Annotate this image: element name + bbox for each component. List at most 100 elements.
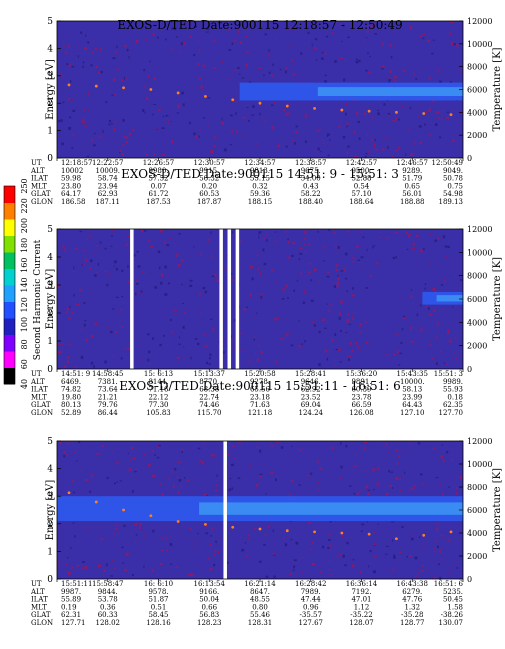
heatmap-noise-cell [268,49,270,52]
ephemeris-cell: 9989. [443,378,463,386]
ephemeris-cell: 7381. [98,378,118,386]
heatmap-noise-cell [94,132,96,135]
ephemeris-cell: 188.64 [349,198,374,206]
heatmap-noise-cell [86,155,90,157]
heatmap-noise-cell [391,487,394,489]
heatmap-noise-cell [420,249,423,253]
heatmap-noise-cell [66,310,68,314]
ephemeris-cell: 62.92 [301,386,321,394]
heatmap-noise-cell [393,353,396,356]
heatmap-noise-cell [207,124,209,127]
temperature-point [122,508,125,512]
ephemeris-cell: 12:30:57 [194,159,225,167]
heatmap-noise-cell [121,546,124,549]
heatmap-noise-cell [162,115,165,118]
heatmap-noise-cell [395,448,398,452]
heatmap-noise-cell [114,121,117,123]
temperature-point [422,533,426,537]
ephemeris-row-label: UT [31,580,42,588]
heatmap-noise-cell [157,445,160,448]
temperature-point [313,530,316,534]
heatmap-noise-cell [257,267,260,271]
heatmap-noise-cell [66,360,69,364]
heatmap-noise-cell [195,135,198,138]
heatmap-noise-cell [229,114,233,117]
heatmap-noise-cell [206,524,208,527]
heatmap-noise-cell [308,548,312,551]
heatmap-noise-cell [115,524,119,526]
heatmap-noise-cell [260,293,264,295]
heatmap-noise-cell [178,343,181,346]
heatmap-noise-cell [226,561,229,564]
heatmap-noise-cell [125,140,128,144]
ephemeris-cell: 9675. [301,167,321,175]
heatmap-noise-cell [310,299,314,302]
heatmap-noise-cell [280,338,284,340]
heatmap-noise-cell [127,236,130,238]
ephemeris-cell: 9278. [250,378,270,386]
heatmap-noise-cell [410,487,413,491]
heatmap-noise-cell [377,112,380,116]
heatmap-noise-cell [327,154,331,156]
heatmap-noise-cell [144,85,146,89]
heatmap-noise-cell [126,265,129,268]
heatmap-noise-cell [406,555,408,558]
heatmap-noise-cell [285,230,288,233]
heatmap-noise-cell [265,492,267,495]
heatmap-noise-cell [369,55,371,58]
ephemeris-cell: -35.22 [350,611,372,619]
y-tick-label: 1 [47,337,53,347]
heatmap-noise-cell [334,60,337,63]
heatmap-noise-cell [376,148,378,151]
heatmap-noise-cell [113,568,115,571]
heatmap-noise-cell [78,441,81,444]
heatmap-noise-cell [293,142,296,145]
heatmap-noise-cell [339,478,342,480]
ephemeris-cell: 22.12 [148,393,168,401]
heatmap-noise-cell [307,475,309,477]
heatmap-noise-cell [152,474,156,478]
heatmap-noise-cell [176,36,178,38]
heatmap-noise-cell [128,467,131,470]
heatmap-noise-cell [349,342,353,345]
heatmap-noise-cell [72,109,76,113]
heatmap-noise-cell [362,236,365,239]
ephemeris-cell: 64.17 [61,190,81,198]
ephemeris-cell: 12:18:57 [61,159,92,167]
heatmap-noise-cell [326,357,329,361]
heatmap-noise-cell [114,141,117,143]
heatmap-noise-cell [169,237,172,239]
heatmap-noise-cell [460,278,463,282]
heatmap-noise-cell [449,81,452,83]
heatmap-noise-cell [208,557,211,560]
heatmap-noise-cell [115,296,119,299]
heatmap-noise-cell [255,484,258,488]
heatmap-noise-cell [343,268,346,272]
heatmap-noise-cell [356,245,359,248]
heatmap-noise-cell [107,273,109,275]
heatmap-noise-cell [167,478,170,480]
heatmap-noise-cell [298,320,300,322]
heatmap-noise-cell [394,149,398,152]
heatmap-noise-cell [338,348,341,352]
heatmap-noise-cell [273,101,275,104]
heatmap-noise-cell [364,470,367,472]
heatmap-noise-cell [335,264,339,267]
heatmap-noise-cell [177,461,181,464]
heatmap-noise-cell [345,103,348,105]
heatmap-noise-cell [210,567,213,571]
heatmap-noise-cell [166,549,169,552]
heatmap-noise-cell [348,358,350,362]
ephemeris-cell: 16:43:38 [397,580,428,588]
heatmap-noise-cell [413,72,415,76]
ephemeris-cell: 124.24 [299,409,324,417]
y-tick-label: 2 [47,309,53,319]
heatmap-noise-cell [387,450,389,454]
heatmap-noise-cell [441,308,443,310]
heatmap-noise-cell [304,340,306,343]
heatmap-noise-cell [416,313,419,317]
heatmap-noise-cell [327,568,330,570]
heatmap-noise-cell [135,282,139,285]
ephemeris-cell: 10000. [400,378,425,386]
